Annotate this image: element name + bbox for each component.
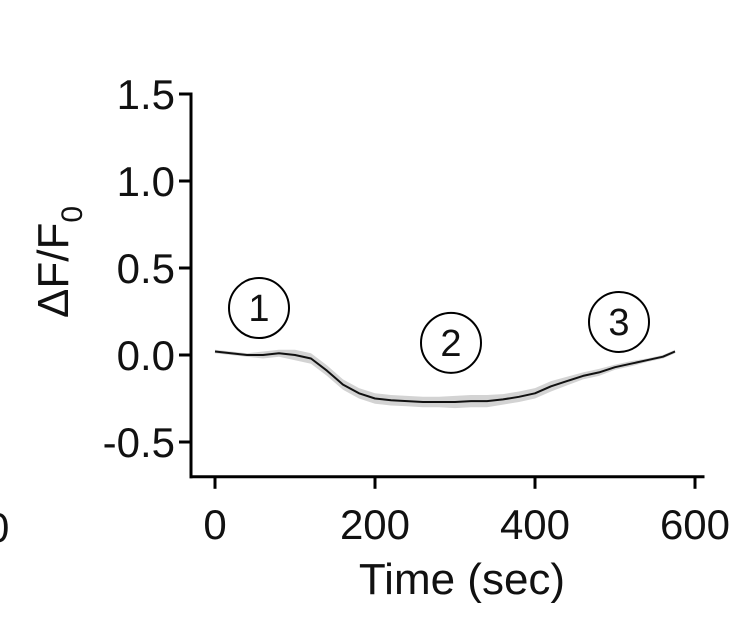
- y-tick-label: 0.0: [117, 332, 175, 379]
- y-tick-label: 1.0: [117, 158, 175, 205]
- y-axis-title-main: ΔF/F: [29, 223, 78, 318]
- tick-labels: -0.5 0.0 0.5 1.0 1.5 0 200 400 600: [103, 71, 730, 548]
- annotation-label: 3: [608, 302, 629, 344]
- annotation-label: 2: [440, 323, 461, 365]
- y-tick-label: 1.5: [117, 71, 175, 118]
- y-tick-label: -0.5: [103, 419, 175, 466]
- annotation-circle: [228, 277, 290, 340]
- x-tick-label: 0: [203, 501, 226, 548]
- annotation-circle: [420, 311, 482, 374]
- x-axis-title: Time (sec): [359, 555, 565, 604]
- series-line: [214, 350, 676, 403]
- x-tick-label: 200: [340, 501, 410, 548]
- annotations: 1 2 3: [228, 277, 650, 374]
- y-axis-title: ΔF/F0: [29, 206, 89, 318]
- annotation-circle: [588, 290, 650, 353]
- series-line-layer: [214, 350, 676, 403]
- y-tick-label: 0.5: [117, 245, 175, 292]
- axes: [179, 92, 705, 489]
- x-tick-label: 400: [500, 501, 570, 548]
- clipped-tick-label: 0: [0, 504, 9, 551]
- y-axis-title-subscript: 0: [56, 206, 89, 223]
- annotation-label: 1: [248, 288, 269, 330]
- x-tick-label: 600: [660, 501, 730, 548]
